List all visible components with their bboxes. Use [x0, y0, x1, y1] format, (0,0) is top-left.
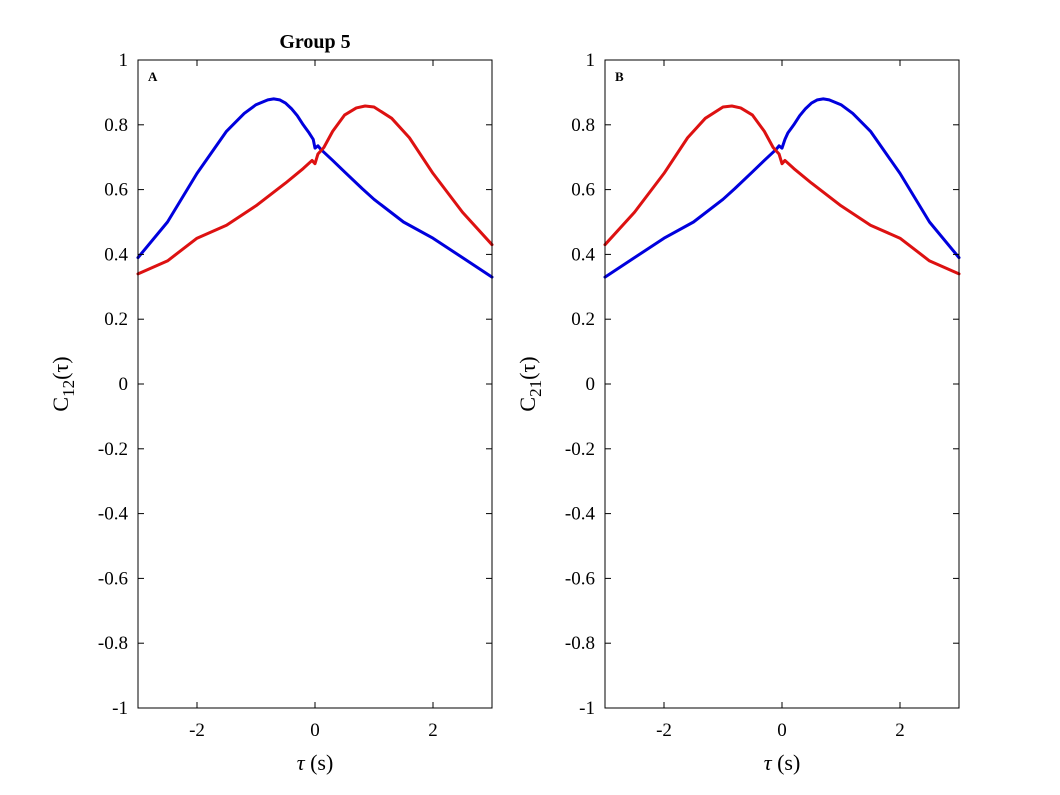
panel-label: B	[615, 69, 624, 84]
y-axis-subscript: 12	[59, 380, 78, 397]
y-axis-label: C12(τ)	[48, 356, 78, 411]
y-tick-label: 0.4	[104, 244, 128, 265]
y-tick-label: -0.6	[98, 568, 128, 589]
x-tick-label: 2	[895, 720, 905, 741]
y-axis-subscript: 21	[526, 380, 545, 397]
y-tick-label: 0.8	[571, 115, 595, 136]
panel-label: A	[148, 69, 158, 84]
axes-box	[137, 59, 493, 709]
y-tick-label: -0.2	[98, 439, 128, 460]
y-tick-label: 1	[119, 50, 129, 71]
panel-b: -1 -0.8 -0.6 -0.4 -0.2 0 0.2 0.4 0.6 0.8 1 -2 0 2 Bτ (…	[515, 50, 961, 775]
series-line-blue	[603, 97, 961, 279]
panel-a: -1 -0.8 -0.6 -0.4 -0.2 0 0.2 0.4 0.6 0.8 1 -2 0 2 Aτ (…	[48, 50, 494, 775]
y-tick-label: -1	[112, 698, 128, 719]
figure-title: Group 5	[279, 31, 350, 53]
y-tick-label: 0	[586, 374, 596, 395]
x-tick-label: -2	[189, 720, 205, 741]
x-tick-label: 0	[777, 720, 787, 741]
y-axis-main: C	[48, 397, 73, 412]
y-tick-label: -0.8	[98, 633, 128, 654]
y-axis-argument: (τ)	[515, 356, 540, 380]
y-tick-label: 0	[119, 374, 129, 395]
y-tick-label: -0.8	[565, 633, 595, 654]
y-tick-label: 0.6	[104, 180, 128, 201]
y-tick-label: 0.2	[104, 309, 128, 330]
x-axis-unit: (s)	[305, 750, 334, 775]
y-tick-label: -1	[579, 698, 595, 719]
series-line-red	[603, 104, 961, 276]
y-axis-label: C21(τ)	[515, 356, 545, 411]
y-tick-label: 0.4	[571, 244, 595, 265]
series-line-blue	[136, 97, 494, 279]
y-tick-label: -0.4	[98, 504, 129, 525]
x-axis-unit: (s)	[772, 750, 801, 775]
axes-box	[604, 59, 960, 709]
x-tick-label: 0	[310, 720, 320, 741]
x-tick-label: -2	[656, 720, 672, 741]
y-tick-label: -0.6	[565, 568, 595, 589]
x-tick-label: 2	[428, 720, 438, 741]
y-axis-main: C	[515, 397, 540, 412]
x-axis-label: τ (s)	[297, 750, 334, 775]
x-axis-label: τ (s)	[764, 750, 801, 775]
x-axis-symbol: τ	[297, 750, 306, 775]
y-tick-label: -0.4	[565, 504, 596, 525]
series-line-red	[136, 104, 494, 276]
y-tick-label: 0.8	[104, 115, 128, 136]
x-axis-symbol: τ	[764, 750, 773, 775]
y-tick-label: 1	[586, 50, 596, 71]
y-tick-label: -0.2	[565, 439, 595, 460]
y-axis-argument: (τ)	[48, 356, 73, 380]
y-tick-label: 0.6	[571, 180, 595, 201]
y-tick-label: 0.2	[571, 309, 595, 330]
